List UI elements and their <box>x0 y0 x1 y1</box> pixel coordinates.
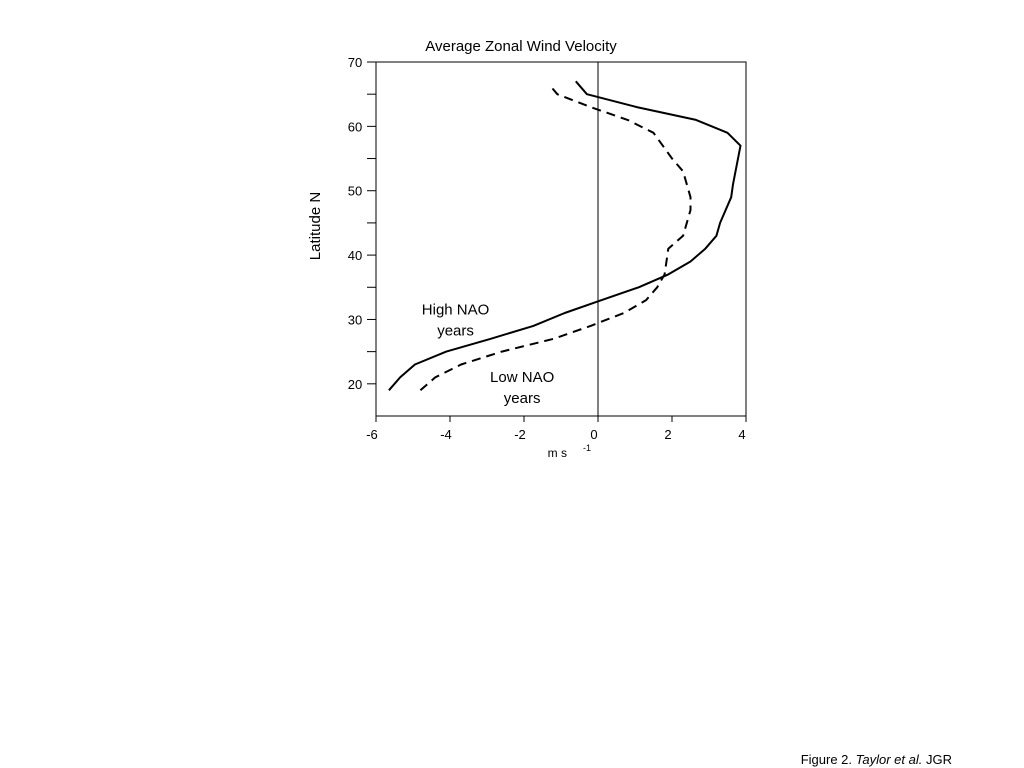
caption-prefix: Figure 2. <box>800 752 856 767</box>
x-tick-label: 0 <box>590 427 597 442</box>
x-tick-label: -4 <box>440 427 452 442</box>
chart-title: Average Zonal Wind Velocity <box>425 38 617 55</box>
y-tick-label: 40 <box>348 248 362 263</box>
y-tick-label: 60 <box>348 119 362 134</box>
annotation-line: years <box>437 322 474 339</box>
annotation-line: years <box>504 390 541 407</box>
chart-series <box>388 80 742 392</box>
figure-caption: Figure 2. Taylor et al. JGR <box>801 752 952 767</box>
y-tick-label: 20 <box>348 377 362 392</box>
series-annotation: Low NAO years <box>490 369 554 407</box>
y-tick-label: 70 <box>348 55 362 70</box>
x-tick-label: -2 <box>514 427 526 442</box>
plot-frame <box>375 61 747 417</box>
y-tick-label: 30 <box>348 312 362 327</box>
x-tick-label: 4 <box>738 427 745 442</box>
y-axis-label: Latitude N <box>307 192 324 260</box>
annotation-line: High NAO <box>422 301 490 318</box>
y-tick-label: 50 <box>348 184 362 199</box>
series-line-high-nao <box>388 80 742 391</box>
caption-suffix: JGR <box>922 752 952 767</box>
x-tick-label: -6 <box>366 427 378 442</box>
series-line-low-nao <box>419 87 692 392</box>
chart-axes: 20 30 40 50 60 70 -6 -4 -2 0 2 4 <box>348 55 747 442</box>
annotation-line: Low NAO <box>490 369 554 386</box>
x-tick-label: 2 <box>664 427 671 442</box>
x-axis-label-superscript: -1 <box>583 443 591 453</box>
series-annotation: High NAO years <box>422 301 490 339</box>
chart-annotations: High NAO years Low NAO years <box>422 301 554 407</box>
x-axis-label: m s <box>548 446 567 460</box>
caption-authors: Taylor et al. <box>855 752 923 767</box>
